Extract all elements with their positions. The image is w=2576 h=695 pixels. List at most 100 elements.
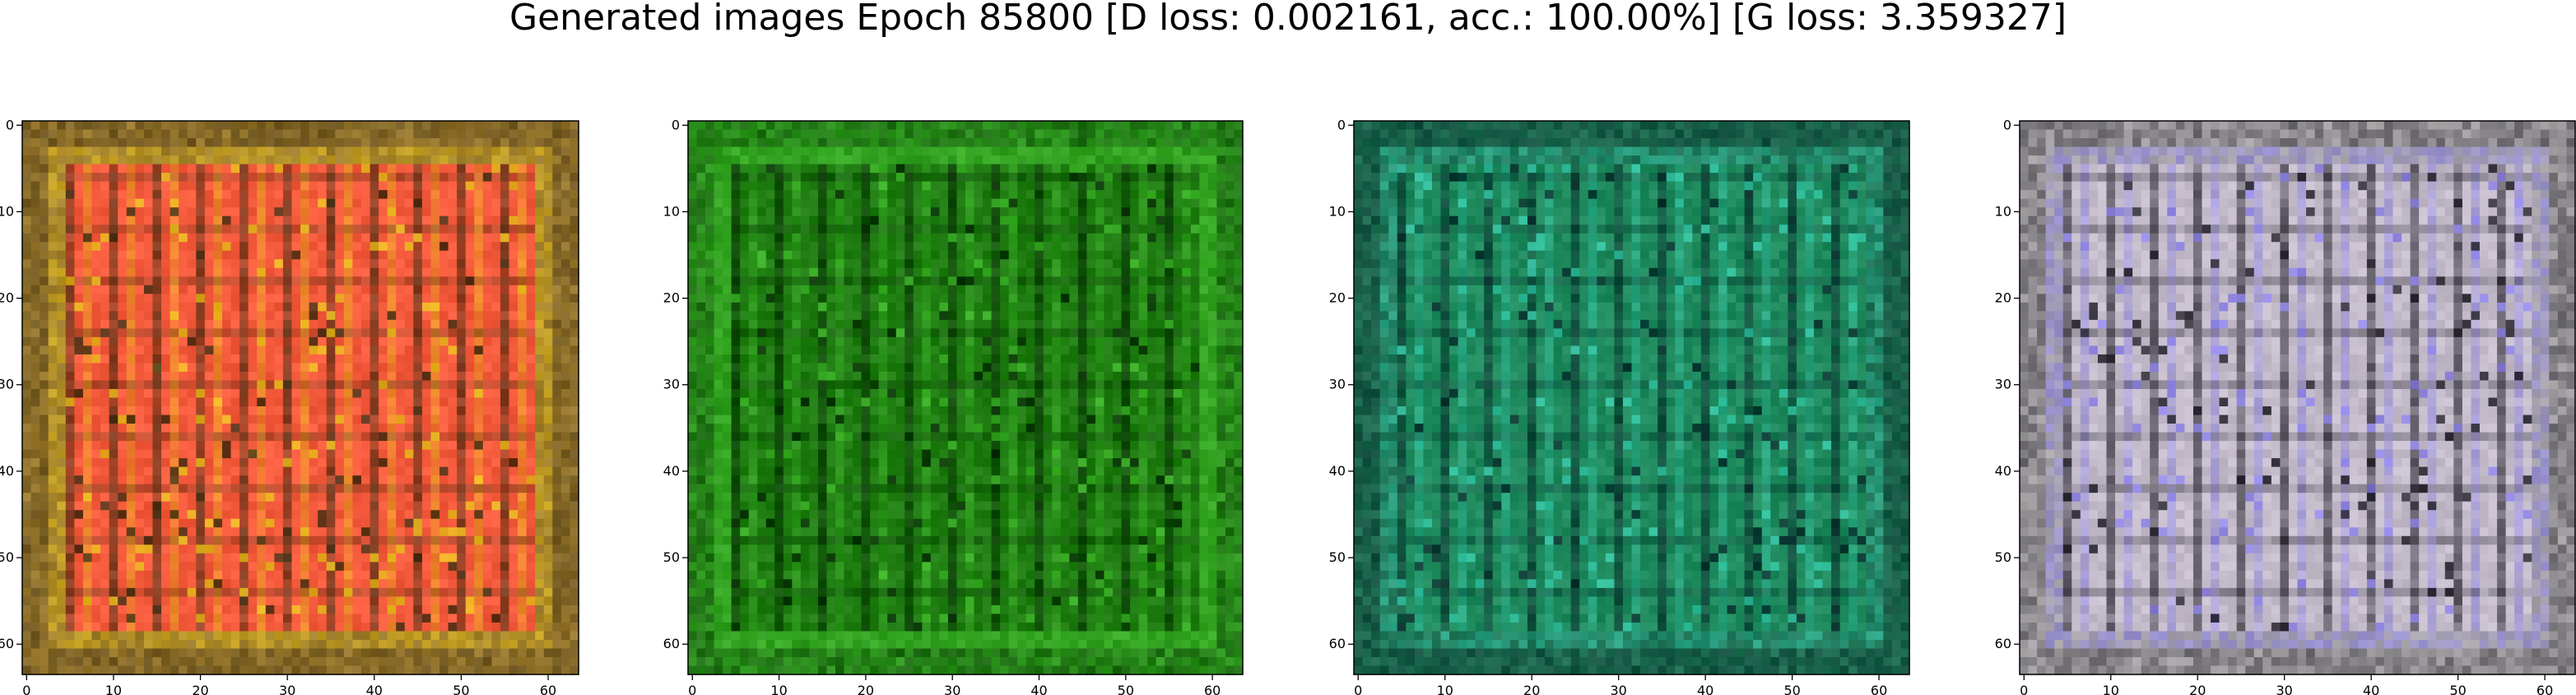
image-cell [283, 502, 292, 511]
image-cell [231, 519, 240, 528]
image-cell [518, 588, 527, 597]
image-cell [266, 588, 275, 597]
image-cell [405, 372, 414, 381]
image-cell [518, 657, 527, 666]
image-cell [1000, 216, 1009, 225]
image-cell [291, 242, 300, 251]
image-cell [509, 502, 518, 511]
image-cell [809, 199, 818, 208]
image-cell [283, 372, 292, 381]
image-cell [887, 234, 896, 243]
image-cell [49, 657, 58, 666]
image-cell [457, 389, 466, 398]
image-cell [135, 285, 144, 294]
image-cell [109, 259, 119, 268]
image-cell [135, 527, 144, 536]
image-cell [222, 225, 231, 234]
image-cell [518, 536, 527, 545]
image-cell [170, 571, 179, 580]
image-cell [31, 363, 40, 372]
image-cell [1069, 225, 1078, 234]
image-cell [697, 155, 706, 164]
image-cell [318, 657, 327, 666]
image-cell [697, 147, 706, 156]
image-cell [327, 441, 336, 450]
image-cell [853, 155, 862, 164]
image-cell [231, 406, 240, 415]
image-cell [413, 147, 422, 156]
image-cell [205, 311, 214, 320]
image-cell [723, 164, 732, 174]
image-cell [732, 147, 741, 156]
image-cell [483, 484, 492, 493]
image-cell [118, 415, 127, 424]
image-cell [222, 579, 231, 588]
image-cell [405, 527, 414, 536]
image-cell [239, 225, 249, 234]
image-cell [361, 354, 370, 364]
image-cell [518, 544, 527, 554]
image-cell [327, 562, 336, 571]
image-cell [266, 285, 275, 294]
image-cell [1182, 190, 1191, 199]
image-cell [1191, 121, 1200, 130]
image-cell [335, 424, 344, 433]
image-cell [127, 571, 136, 580]
image-cell [509, 130, 518, 139]
image-cell [862, 225, 871, 234]
image-cell [22, 433, 31, 442]
image-cell [500, 363, 509, 372]
image-cell [257, 467, 266, 476]
image-cell [257, 320, 266, 329]
image-cell [561, 398, 570, 407]
image-cell [49, 380, 58, 389]
image-cell [57, 380, 66, 389]
image-cell [483, 389, 492, 398]
image-cell [801, 216, 810, 225]
image-cell [74, 475, 83, 484]
image-cell [257, 450, 266, 459]
image-cell [344, 164, 353, 174]
image-cell [931, 182, 940, 191]
image-cell [188, 268, 197, 277]
image-cell [231, 467, 240, 476]
image-cell [249, 631, 258, 640]
image-cell [335, 536, 344, 545]
image-cell [109, 657, 119, 666]
image-cell [283, 544, 292, 554]
image-cell [500, 631, 509, 640]
image-cell [109, 190, 119, 199]
image-cell [570, 406, 579, 415]
image-cell [22, 579, 31, 588]
image-cell [352, 665, 361, 674]
image-cell [196, 527, 205, 536]
image-cell [570, 588, 579, 597]
image-cell [231, 415, 240, 424]
image-cell [491, 234, 500, 243]
image-cell [152, 441, 161, 450]
image-cell [405, 147, 414, 156]
image-cell [466, 242, 475, 251]
image-cell [118, 458, 127, 467]
image-cell [500, 571, 509, 580]
image-cell [552, 415, 561, 424]
image-cell [257, 354, 266, 364]
image-cell [92, 251, 101, 260]
image-cell [300, 441, 309, 450]
image-cell [170, 450, 179, 459]
image-cell [413, 234, 422, 243]
image-cell [266, 199, 275, 208]
image-cell [388, 147, 397, 156]
image-cell [249, 303, 258, 312]
image-cell [100, 121, 109, 130]
image-cell [213, 648, 222, 657]
image-cell [170, 510, 179, 519]
image-cell [688, 164, 697, 174]
image-cell [127, 562, 136, 571]
image-cell [83, 207, 92, 216]
image-cell [491, 614, 500, 623]
image-cell [561, 544, 570, 554]
image-cell [40, 182, 49, 191]
image-cell [818, 173, 827, 182]
image-cell [740, 182, 749, 191]
